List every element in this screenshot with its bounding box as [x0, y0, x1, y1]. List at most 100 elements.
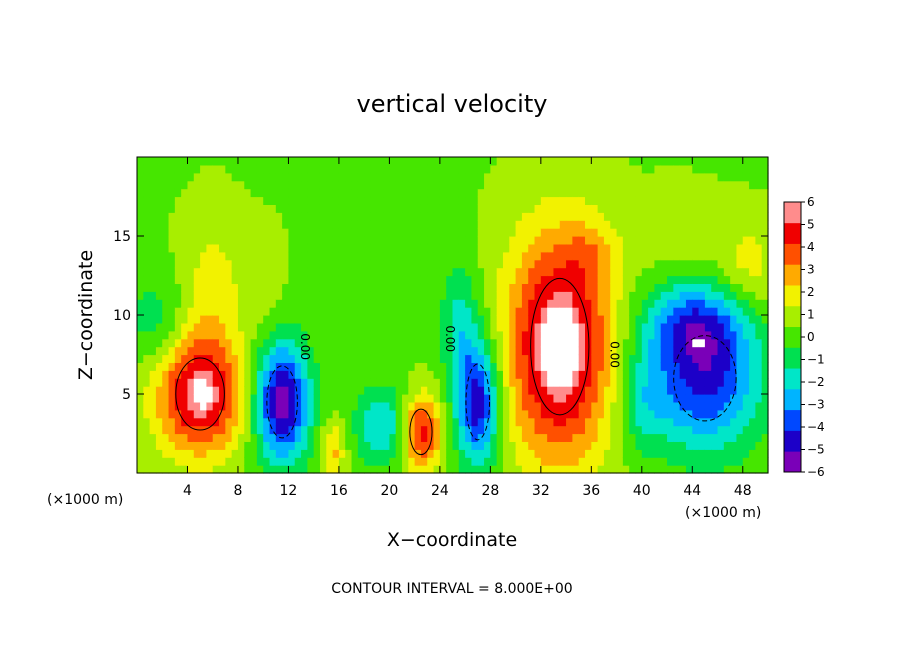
- heatmap-cell: [288, 157, 296, 166]
- heatmap-cell: [502, 417, 510, 427]
- heatmap-cell: [439, 228, 447, 237]
- heatmap-cell: [667, 180, 674, 190]
- heatmap-cell: [755, 188, 763, 198]
- heatmap-cell: [502, 346, 510, 356]
- heatmap-cell: [610, 394, 618, 403]
- heatmap-cell: [307, 370, 315, 379]
- heatmap-cell: [345, 338, 353, 348]
- heatmap-cell: [402, 386, 409, 395]
- heatmap-cell: [269, 188, 277, 198]
- heatmap-cell: [673, 417, 681, 427]
- heatmap-cell: [471, 346, 479, 356]
- heatmap-cell: [629, 307, 637, 316]
- heatmap-cell: [364, 362, 372, 371]
- heatmap-cell: [736, 172, 744, 182]
- heatmap-cell: [515, 441, 523, 450]
- heatmap-cell: [585, 386, 592, 395]
- heatmap-cell: [761, 291, 769, 300]
- heatmap-cell: [383, 228, 390, 237]
- heatmap-cell: [332, 457, 340, 466]
- heatmap-cell: [427, 409, 435, 419]
- heatmap-cell: [326, 275, 334, 284]
- heatmap-cell: [585, 243, 592, 253]
- heatmap-cell: [143, 236, 151, 245]
- heatmap-cell: [648, 457, 656, 466]
- heatmap-cell: [225, 307, 233, 316]
- heatmap-cell: [250, 212, 258, 221]
- heatmap-cell: [496, 386, 504, 395]
- heatmap-cell: [490, 386, 498, 395]
- heatmap-cell: [547, 283, 555, 292]
- heatmap-cell: [408, 275, 416, 284]
- heatmap-cell: [496, 449, 504, 458]
- heatmap-cell: [717, 299, 725, 308]
- heatmap-cell: [250, 259, 258, 269]
- heatmap-cell: [559, 291, 567, 300]
- heatmap-cell: [591, 172, 599, 182]
- heatmap-cell: [591, 299, 599, 308]
- heatmap-cell: [250, 251, 258, 261]
- heatmap-cell: [502, 243, 510, 253]
- heatmap-cell: [225, 457, 233, 466]
- heatmap-cell: [673, 283, 681, 292]
- heatmap-cell: [288, 228, 296, 237]
- heatmap-cell: [364, 243, 372, 253]
- heatmap-cell: [162, 283, 170, 292]
- heatmap-cell: [294, 243, 302, 253]
- heatmap-cell: [269, 251, 277, 261]
- heatmap-cell: [452, 449, 460, 458]
- heatmap-cell: [509, 401, 517, 411]
- heatmap-cell: [383, 401, 390, 411]
- heatmap-cell: [540, 315, 548, 324]
- heatmap-cell: [540, 243, 548, 253]
- heatmap-cell: [301, 409, 308, 419]
- heatmap-cell: [427, 315, 435, 324]
- heatmap-cell: [219, 465, 226, 474]
- heatmap-cell: [326, 425, 334, 435]
- heatmap-cell: [547, 394, 555, 403]
- heatmap-cell: [477, 346, 485, 356]
- heatmap-cell: [692, 196, 700, 205]
- heatmap-cell: [345, 204, 353, 213]
- heatmap-cell: [275, 315, 283, 324]
- heatmap-cell: [174, 346, 182, 356]
- heatmap-cell: [313, 378, 321, 387]
- heatmap-cell: [458, 457, 466, 466]
- heatmap-cell: [736, 330, 744, 340]
- heatmap-cell: [553, 236, 561, 245]
- heatmap-cell: [174, 172, 182, 182]
- heatmap-cell: [313, 212, 321, 221]
- heatmap-cell: [585, 362, 592, 371]
- heatmap-cell: [540, 204, 548, 213]
- heatmap-cell: [149, 457, 157, 466]
- heatmap-cell: [155, 362, 163, 371]
- heatmap-cell: [547, 243, 555, 253]
- heatmap-cell: [181, 283, 189, 292]
- heatmap-cell: [275, 370, 283, 379]
- heatmap-cell: [477, 243, 485, 253]
- heatmap-cell: [383, 236, 390, 245]
- heatmap-cell: [559, 465, 567, 474]
- heatmap-cell: [717, 338, 725, 348]
- heatmap-cell: [509, 243, 517, 253]
- heatmap-cell: [420, 354, 428, 363]
- heatmap-cell: [553, 196, 561, 205]
- heatmap-cell: [622, 433, 630, 442]
- heatmap-cell: [692, 362, 700, 371]
- heatmap-cell: [282, 322, 290, 332]
- heatmap-cell: [326, 236, 334, 245]
- heatmap-cell: [704, 307, 712, 316]
- heatmap-cell: [585, 307, 592, 316]
- heatmap-cell: [711, 346, 719, 356]
- heatmap-cell: [231, 196, 239, 205]
- heatmap-cell: [610, 188, 618, 198]
- heatmap-cell: [490, 457, 498, 466]
- heatmap-cell: [338, 346, 346, 356]
- heatmap-cell: [351, 362, 359, 371]
- heatmap-cell: [458, 417, 466, 427]
- heatmap-cell: [673, 243, 681, 253]
- heatmap-cell: [288, 212, 296, 221]
- heatmap-cell: [162, 236, 170, 245]
- heatmap-cell: [446, 346, 454, 356]
- heatmap-cell: [685, 417, 693, 427]
